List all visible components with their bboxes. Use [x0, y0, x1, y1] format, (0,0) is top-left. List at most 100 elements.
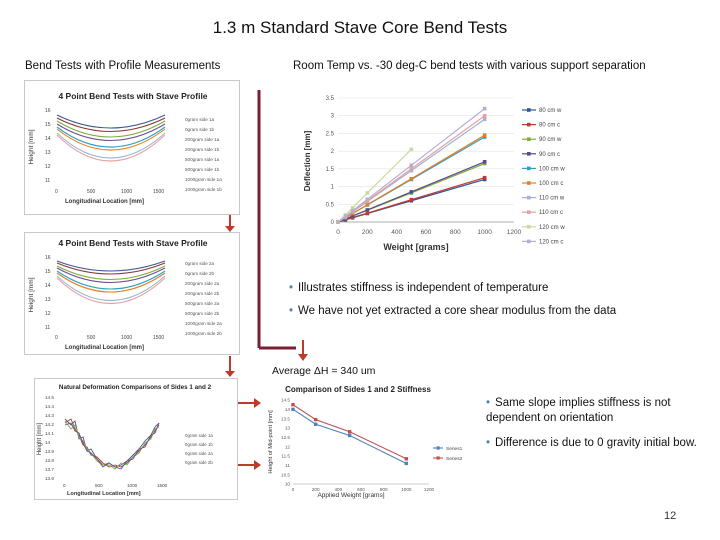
right-arrow-1: [238, 398, 261, 408]
tick-label: 1000: [121, 335, 132, 341]
stiffness-ylabel: Height of Mid-point [mm]: [268, 410, 274, 474]
series-line: [292, 404, 407, 460]
legend-entry: 500gram side 1a: [185, 157, 220, 162]
stiffness-series: [291, 402, 429, 485]
tick-label: 16: [45, 255, 51, 261]
legend-marker: [527, 210, 531, 214]
legend-marker: [527, 195, 531, 200]
tick-label: 2.5: [326, 131, 335, 137]
profile1-ylabel: Height [mm]: [28, 129, 35, 164]
tick-label: 14.5: [281, 398, 290, 403]
bullet-text: Illustrates stiffness is independent of …: [298, 282, 549, 294]
curve: [64, 422, 160, 470]
tick-label: 1500: [153, 189, 164, 195]
tick-label: 10: [285, 482, 291, 487]
deflection-xticks: 0 200 400 600 800 1000 1200: [336, 229, 521, 236]
tick-label: 1200: [424, 487, 435, 492]
tick-label: 400: [391, 229, 402, 236]
data-point: [291, 407, 295, 412]
legend-entry: 0gram side 2b: [185, 271, 215, 276]
data-point: [365, 208, 370, 212]
legend-entry: 0gram side 2b: [185, 460, 213, 465]
tick-label: 0: [63, 483, 66, 488]
profile1-xlabel: Longitudinal Location [mm]: [65, 199, 144, 205]
tick-label: 16: [45, 108, 51, 114]
curve: [56, 275, 166, 302]
profile-chart-1-svg: 4 Point Bend Tests with Stave Profile He…: [28, 91, 222, 205]
profile1-title: 4 Point Bend Tests with Stave Profile: [58, 91, 207, 101]
tick-label: 11: [45, 178, 50, 184]
profile1-curves: [56, 114, 166, 162]
legend-marker: [527, 122, 531, 127]
tick-label: 1200: [507, 229, 522, 236]
data-point: [404, 457, 409, 461]
legend-entry: 80 cm c: [539, 123, 560, 129]
page-number: 12: [664, 510, 677, 522]
legend-entry: 120 cm c: [539, 239, 563, 245]
profile2-ylabel: Height [mm]: [28, 277, 35, 312]
data-point: [365, 197, 370, 202]
legend-entry: Series2: [446, 456, 463, 462]
legend-marker: [527, 225, 531, 229]
legend-entry: 0gram side 1b: [185, 127, 215, 132]
data-point: [482, 117, 487, 122]
curve: [56, 134, 166, 162]
deflection-ylabel: Deflection [mm]: [303, 130, 312, 191]
tick-label: 12: [285, 444, 291, 449]
legend-entry: 500gram side 2a: [185, 301, 220, 306]
legend-marker: [527, 239, 531, 244]
tick-label: 2: [331, 149, 335, 155]
natural-xticks: 0 500 1000 1500: [63, 483, 168, 488]
tick-label: 13.8: [45, 458, 54, 463]
legend-entry: 1000gram side 2b: [185, 331, 222, 336]
legend-entry: 100 cm w: [539, 166, 565, 172]
data-point: [482, 159, 487, 164]
profile2-title: 4 Point Bend Tests with Stave Profile: [58, 238, 207, 248]
legend-marker: [527, 108, 531, 112]
tick-label: 3.5: [326, 96, 335, 102]
bullet-dot-icon: •: [289, 305, 294, 317]
natural-curves: [64, 418, 160, 470]
stiffness-chart-svg: Comparison of Sides 1 and 2 Stiffness He…: [268, 385, 463, 499]
curve: [56, 267, 166, 283]
series-line: [292, 408, 407, 464]
legend-entry: 200gram side 2b: [185, 291, 220, 296]
curve: [56, 272, 166, 293]
tick-label: 500: [95, 483, 103, 488]
deflection-series: [336, 106, 487, 224]
legend-marker: [527, 137, 531, 141]
data-point: [482, 175, 487, 180]
tick-label: 14.1: [45, 431, 54, 436]
data-point: [409, 167, 414, 171]
natural-ylabel: Height [mm]: [37, 422, 43, 455]
data-point: [347, 430, 352, 434]
tick-label: 1: [331, 185, 335, 191]
deflection-legend: 80 cm w 80 cm c 90 cm w 90 cm c 100 cm w 100 …: [522, 108, 565, 245]
tick-label: 14.5: [45, 395, 54, 400]
tick-label: 13.5: [281, 416, 290, 421]
legend-entry: 80 cm w: [539, 108, 562, 114]
data-point: [343, 214, 348, 219]
bracket-connector: [257, 90, 296, 350]
legend-marker: [527, 181, 531, 185]
tick-label: 0: [55, 335, 58, 341]
data-point: [291, 402, 295, 407]
tick-label: 1000: [127, 483, 138, 488]
bullet-dot-icon: •: [486, 397, 491, 409]
data-point: [313, 422, 318, 426]
tick-label: 10.5: [281, 472, 290, 477]
curve: [56, 277, 166, 305]
data-point: [482, 133, 487, 137]
stiffness-xticks: 0 200 400 600 800 1000 1200: [292, 487, 435, 492]
profile-chart-1: 4 Point Bend Tests with Stave Profile He…: [24, 80, 240, 215]
data-point: [409, 163, 414, 168]
right-section-label: Room Temp vs. -30 deg-C bend tests with …: [293, 60, 646, 72]
tick-label: 11: [285, 463, 290, 468]
curve: [56, 120, 166, 138]
curve: [56, 265, 166, 280]
profile2-legend: 0gram side 2a 0gram side 2b 200gram side…: [185, 261, 222, 336]
tick-label: 14.2: [45, 422, 54, 427]
profile-chart-2-svg: 4 Point Bend Tests with Stave Profile He…: [28, 238, 222, 351]
curve: [56, 123, 166, 141]
down-arrow-1: [225, 215, 235, 232]
